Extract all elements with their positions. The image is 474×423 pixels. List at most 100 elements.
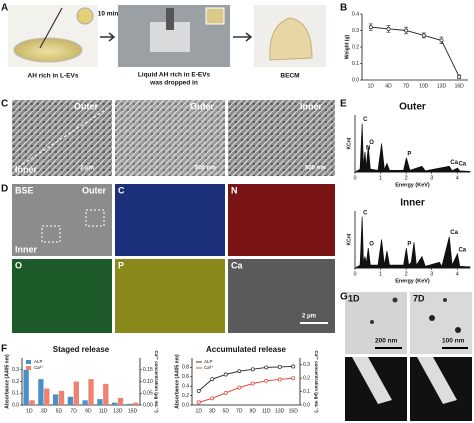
caption: Liquid AH rich in E-EVs: [138, 72, 211, 79]
panel-label: G: [340, 292, 348, 303]
x-tick-label: 5D: [223, 408, 230, 414]
y-tick-label: 0.2: [352, 44, 359, 50]
image-label: C: [118, 185, 125, 195]
bar: [117, 397, 124, 405]
caption: was dropped in: [149, 80, 198, 87]
point: [223, 372, 228, 377]
bar: [132, 402, 138, 405]
x-tick-label: 11D: [99, 408, 108, 414]
x-tick-label: 4D: [385, 83, 392, 89]
scale-bar-label: 500 nm: [305, 166, 326, 172]
y-axis-label: Absorbance (A405 nm): [174, 354, 180, 409]
peak-label: Ca: [458, 162, 466, 168]
peak-label: N: [366, 146, 370, 152]
x-tick-label: 5D: [56, 408, 63, 414]
y2-tick-label: 0.0: [303, 402, 310, 408]
y2-axis-label: Ca²⁺ concentration (μg mL⁻¹): [154, 350, 159, 413]
legend-label: Ca²⁺: [34, 365, 44, 370]
x-tick-label: 9D: [85, 408, 92, 414]
press: [166, 8, 174, 30]
axis: [361, 14, 468, 81]
image-label: Inner: [15, 164, 38, 174]
x-tick-label: 15D: [289, 408, 299, 414]
point: [210, 377, 215, 382]
beam-stop: [352, 357, 457, 404]
x-tick-label: 3D: [209, 408, 216, 414]
y-tick-label: 0.6: [182, 374, 189, 380]
y-tick-label: 0.2: [12, 379, 19, 385]
bar: [126, 403, 133, 405]
x-tick-label: 13D: [275, 408, 285, 414]
roi: [85, 209, 105, 227]
x-tick-label: 13D: [437, 83, 447, 89]
x-tick-label: 2: [405, 175, 408, 181]
peak-label: P: [407, 151, 411, 157]
tem-image: [345, 292, 407, 354]
chart-title: Inner: [400, 198, 425, 209]
bar: [29, 400, 35, 405]
x-tick-label: 11D: [262, 408, 271, 414]
x-tick-label: 1D: [26, 408, 33, 414]
scale-bar-label: 2 μm: [80, 166, 94, 172]
spectrum: [353, 216, 471, 269]
panel-g-images: [345, 292, 472, 421]
legend-swatch: [26, 366, 31, 370]
tem-image: [410, 292, 472, 354]
point: [250, 381, 255, 386]
peak-label: P: [407, 242, 411, 248]
map-c: [115, 184, 225, 256]
point: [421, 33, 426, 38]
x-tick-label: 1: [379, 271, 382, 277]
inset: [205, 7, 225, 25]
x-tick-label: 7D: [403, 83, 410, 89]
point: [196, 400, 201, 405]
image-label: BSE: [15, 185, 34, 195]
x-tick-label: 3: [430, 175, 433, 181]
x-tick-label: 2: [405, 271, 408, 277]
y-tick-label: 0.0: [352, 77, 359, 83]
sem-image: [115, 100, 225, 176]
point: [291, 376, 296, 381]
image-label: 7D: [413, 293, 425, 303]
y-tick-label: 0.0: [12, 402, 19, 408]
panel-label: E: [340, 99, 347, 110]
bar: [52, 394, 59, 405]
point: [439, 38, 444, 43]
x-tick-label: 0: [353, 271, 356, 277]
peak-label: C: [363, 117, 368, 123]
chart-title: Staged release: [53, 345, 110, 354]
x-tick-label: 9D: [250, 408, 257, 414]
point: [386, 26, 391, 31]
x-tick-label: 7D: [236, 408, 243, 414]
point: [210, 396, 215, 401]
image-label: Inner: [15, 244, 38, 254]
y2-axis-label: Ca²⁺ concentration (μg mL⁻¹): [314, 350, 319, 413]
y-tick-label: 0.8: [182, 365, 189, 371]
arrow-label: 10 min: [98, 11, 119, 18]
petri-dish: [13, 37, 83, 63]
y-axis-label: Absorbance (A405 nm): [4, 354, 10, 409]
interface-line: [13, 107, 109, 171]
peak-label: Ca: [450, 230, 458, 236]
spectrum: [353, 123, 471, 173]
legend-label: ALP: [204, 359, 213, 364]
peak-label: Ca: [458, 247, 466, 253]
y2-tick-label: 0.10: [143, 379, 153, 385]
y2-tick-label: 0.05: [143, 391, 153, 397]
panel-c-images: [12, 100, 335, 176]
image-label: Outer: [190, 101, 215, 111]
point: [237, 385, 242, 390]
point: [223, 390, 228, 395]
bar: [88, 379, 94, 405]
bar: [97, 399, 103, 405]
bar: [73, 381, 79, 405]
x-tick-label: 3: [430, 271, 433, 277]
bar: [111, 402, 118, 405]
arrow: [100, 32, 253, 42]
point: [264, 365, 269, 370]
caption: AH rich in L-EVs: [28, 73, 79, 80]
legend-swatch: [26, 360, 31, 364]
x-tick-label: 0: [353, 175, 356, 181]
x-tick-label: 3D: [41, 408, 48, 414]
